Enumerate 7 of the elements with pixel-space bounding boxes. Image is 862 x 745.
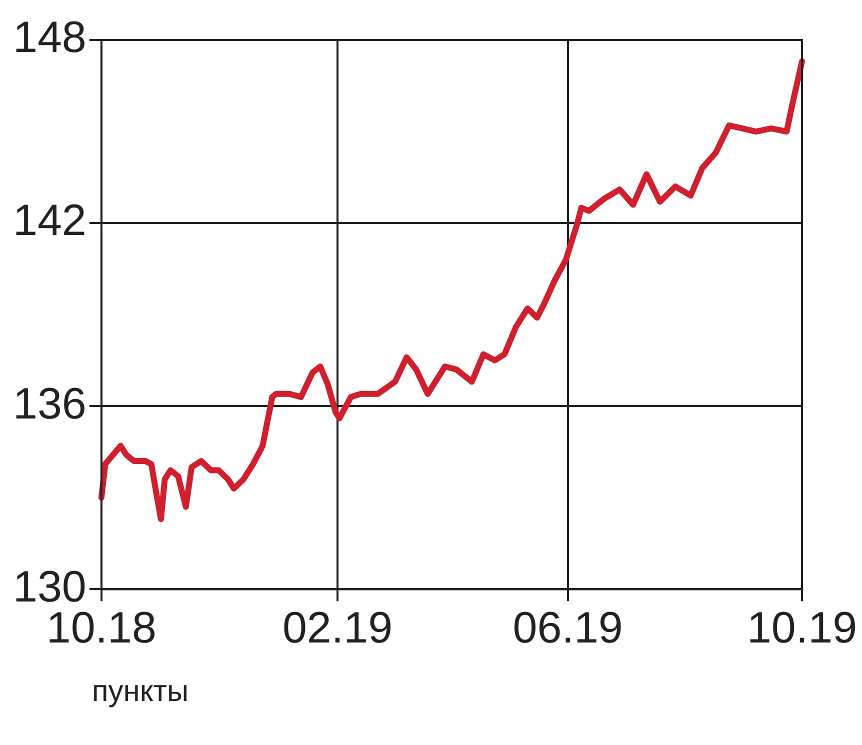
x-tick-label: 10.19 <box>746 604 858 653</box>
x-tick-label: 06.19 <box>512 604 623 653</box>
y-tick-label: 142 <box>12 196 86 246</box>
x-tick-label: 02.19 <box>282 604 393 653</box>
y-tick-label: 148 <box>12 13 86 62</box>
y-tick-label: 136 <box>12 379 86 428</box>
text: пункты <box>92 675 189 709</box>
